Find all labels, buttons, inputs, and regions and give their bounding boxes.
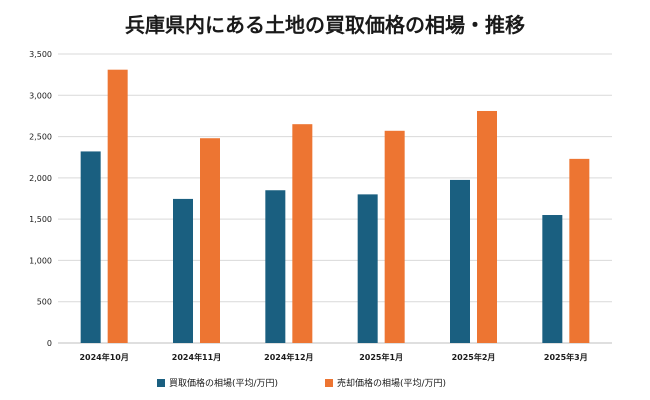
bar-sale-price: [477, 110, 497, 343]
bar-purchase-price: [450, 179, 470, 343]
bar-purchase-price: [542, 215, 563, 343]
legend: 買取価格の相場(平均/万円) 売却価格の相場(平均/万円): [157, 377, 446, 389]
bar-sale-price: [107, 69, 128, 343]
x-tick-label: 2024年10月: [79, 352, 128, 362]
y-tick-label: 3,000: [29, 91, 52, 100]
y-tick-label: 3,500: [29, 50, 52, 59]
y-tick-label: 1,000: [29, 256, 52, 265]
bar-sale-price: [200, 138, 220, 343]
bar-sale-price: [384, 130, 405, 343]
bar-sale-price: [292, 124, 313, 343]
legend-swatch: [157, 379, 165, 387]
legend-swatch: [325, 379, 333, 387]
x-tick-label: 2024年12月: [264, 352, 313, 362]
bar-purchase-price: [357, 194, 378, 343]
x-tick-label: 2025年1月: [359, 352, 403, 362]
bar-purchase-price: [173, 198, 193, 343]
gridlines: [58, 53, 612, 344]
bar-purchase-price: [265, 190, 286, 343]
x-tick-label: 2025年2月: [452, 352, 496, 362]
x-tick-label: 2025年3月: [544, 352, 588, 362]
y-tick-label: 2,500: [29, 133, 52, 142]
x-tick-label: 2024年11月: [172, 352, 221, 362]
y-axis-ticks: 0 500 1,000 1,500 2,000 2,500 3,000 3,500: [29, 50, 52, 348]
legend-label: 買取価格の相場(平均/万円): [169, 377, 278, 389]
legend-label: 売却価格の相場(平均/万円): [337, 377, 446, 389]
bars: [80, 69, 590, 343]
chart-title: 兵庫県内にある土地の買取価格の相場・推移: [125, 13, 525, 37]
bar-sale-price: [569, 158, 590, 343]
y-tick-label: 1,500: [29, 215, 52, 224]
bar-purchase-price: [80, 151, 101, 343]
y-tick-label: 2,000: [29, 174, 52, 183]
y-tick-label: 500: [37, 298, 52, 307]
x-axis-ticks: 2024年10月 2024年11月 2024年12月 2025年1月 2025年2月 20…: [79, 352, 587, 362]
y-tick-label: 0: [47, 339, 52, 348]
